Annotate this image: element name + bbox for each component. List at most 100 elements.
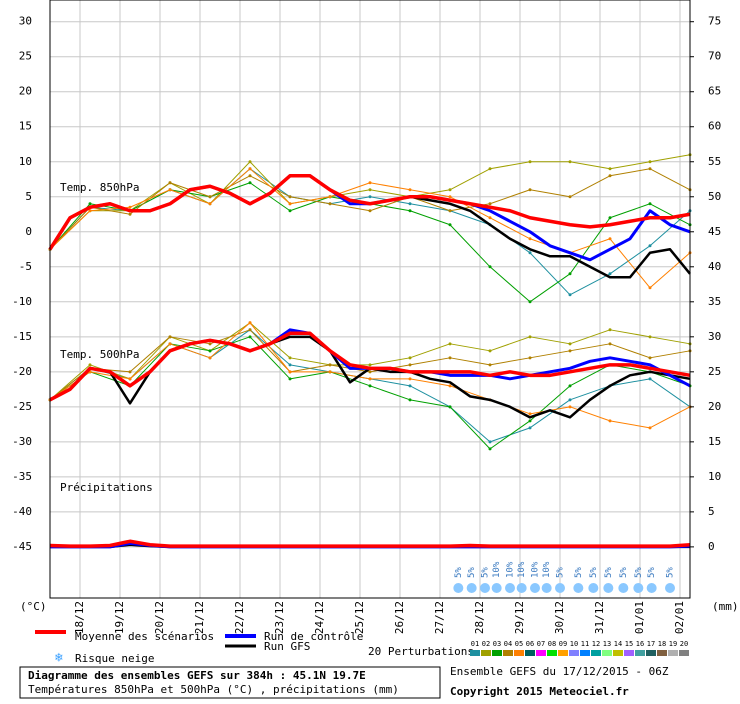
perturbation-line-point <box>208 195 212 199</box>
perturbation-legend-label: 17 <box>647 640 655 648</box>
snow-risk-icon <box>618 583 629 593</box>
perturbation-line-point <box>208 349 212 353</box>
perturbation-line-point <box>488 349 492 353</box>
perturbation-line-point <box>568 293 572 297</box>
perturbation-line-point <box>488 447 492 451</box>
perturbation-line-point <box>128 212 132 216</box>
perturbation-line-point <box>528 188 532 192</box>
y2-tick-label: 40 <box>708 260 721 273</box>
perturbation-line-point <box>248 167 252 171</box>
perturbation-line-point <box>248 181 252 185</box>
perturbation-line-point <box>248 335 252 339</box>
snow-icon: ❄ <box>54 651 63 666</box>
snow-risk-label: 5% <box>481 567 491 578</box>
perturbation-line-point <box>488 440 492 444</box>
perturbation-line-point <box>208 202 212 206</box>
perturbation-line-point <box>288 209 292 213</box>
snow-risk-label: 5% <box>634 567 644 578</box>
perturbation-line-point <box>168 335 172 339</box>
perturbation-line-point <box>328 363 332 367</box>
perturbation-line-point <box>448 384 452 388</box>
x-tick-label: 23/12 <box>273 601 286 634</box>
perturbation-swatch <box>470 650 480 656</box>
x-tick-label: 26/12 <box>393 601 406 634</box>
perturbation-line-point <box>568 272 572 276</box>
y-tick-label: -20 <box>12 365 32 378</box>
x-tick-label: 31/12 <box>593 601 606 634</box>
snow-risk-label: 10% <box>531 561 541 578</box>
perturbation-legend-label: 11 <box>581 640 589 648</box>
perturbation-line-point <box>368 384 372 388</box>
y-tick-label: 30 <box>19 15 32 28</box>
y2-tick-label: 15 <box>708 435 721 448</box>
perturbation-line-point <box>648 167 652 171</box>
perturbation-swatch <box>613 650 623 656</box>
snow-risk-icon <box>505 583 515 593</box>
perturbation-line-point <box>408 202 412 206</box>
footer-box <box>19 666 441 699</box>
snow-risk-label: 10% <box>517 561 527 578</box>
y2-tick-label: 75 <box>708 15 721 28</box>
perturbation-line-point <box>528 426 532 430</box>
perturbation-legend-label: 01 <box>471 640 479 648</box>
y2-tick-label: 60 <box>708 120 721 133</box>
snow-risk-label: 5% <box>619 567 629 578</box>
snow-risk-label: 10% <box>492 561 502 578</box>
perturbation-line-point <box>528 300 532 304</box>
perturbation-line-point <box>128 370 132 374</box>
snow-risk-icon <box>573 583 584 593</box>
perturbation-line-point <box>88 363 92 367</box>
perturbation-line-point <box>408 377 412 381</box>
perturbation-legend-label: 04 <box>504 640 512 648</box>
perturbation-line-point <box>288 356 292 360</box>
perturbation-line-point <box>288 195 292 199</box>
perturbation-swatch <box>602 650 612 656</box>
perturbation-line-point <box>448 188 452 192</box>
y-tick-label: -10 <box>12 295 32 308</box>
perturbation-line-point <box>608 272 612 276</box>
perturbation-line-point <box>528 251 532 255</box>
perturbation-swatch <box>558 650 568 656</box>
legend-label: Risque neige <box>75 652 154 665</box>
perturbation-line-point <box>568 398 572 402</box>
y-tick-label: -40 <box>12 505 32 518</box>
y-tick-label: -45 <box>12 540 32 553</box>
perturbation-line-point <box>368 370 372 374</box>
perturbation-line-point <box>528 237 532 241</box>
perturbation-line-point <box>608 216 612 220</box>
y-tick-label: -25 <box>12 400 32 413</box>
snow-risk-label: 5% <box>574 567 584 578</box>
perturbation-line-point <box>528 419 532 423</box>
snow-risk-icon <box>646 583 657 593</box>
label-850: Temp. 850hPa <box>60 181 139 194</box>
perturbation-line-point <box>608 237 612 241</box>
perturbation-legend-label: 15 <box>625 640 633 648</box>
perturbation-legend: 01 02 03 04 05 06 07 08 09 10 11 12 13 14 15 16 17 18 19 20 <box>470 640 689 656</box>
x-tick-label: 20/12 <box>153 601 166 634</box>
y2-tick-label: 45 <box>708 225 721 238</box>
perturbation-line-point <box>648 202 652 206</box>
perturbation-swatch <box>624 650 634 656</box>
perturbation-line-point <box>88 209 92 213</box>
y-tick-label: 20 <box>19 85 32 98</box>
y-tick-label: -5 <box>19 260 32 273</box>
footer-title: Diagramme des ensembles GEFS sur 384h : … <box>28 669 366 682</box>
x-tick-label: 29/12 <box>513 601 526 634</box>
perturbation-swatch <box>536 650 546 656</box>
perturbation-line-point <box>288 370 292 374</box>
perturbation-line-point <box>448 342 452 346</box>
perturbation-line-point <box>368 195 372 199</box>
perturbation-legend-label: 03 <box>493 640 501 648</box>
perturbation-line-point <box>488 216 492 220</box>
series-line <box>48 174 691 251</box>
plot <box>48 153 692 549</box>
snow-risk-label: 10% <box>542 561 552 578</box>
y-tick-label: 0 <box>25 225 32 238</box>
snow-risk-icon <box>588 583 599 593</box>
perturbation-swatch <box>481 650 491 656</box>
perturbation-swatch <box>591 650 601 656</box>
perturbation-legend-label: 16 <box>636 640 644 648</box>
perturbation-line-point <box>528 412 532 416</box>
perturbation-line-point <box>328 195 332 199</box>
